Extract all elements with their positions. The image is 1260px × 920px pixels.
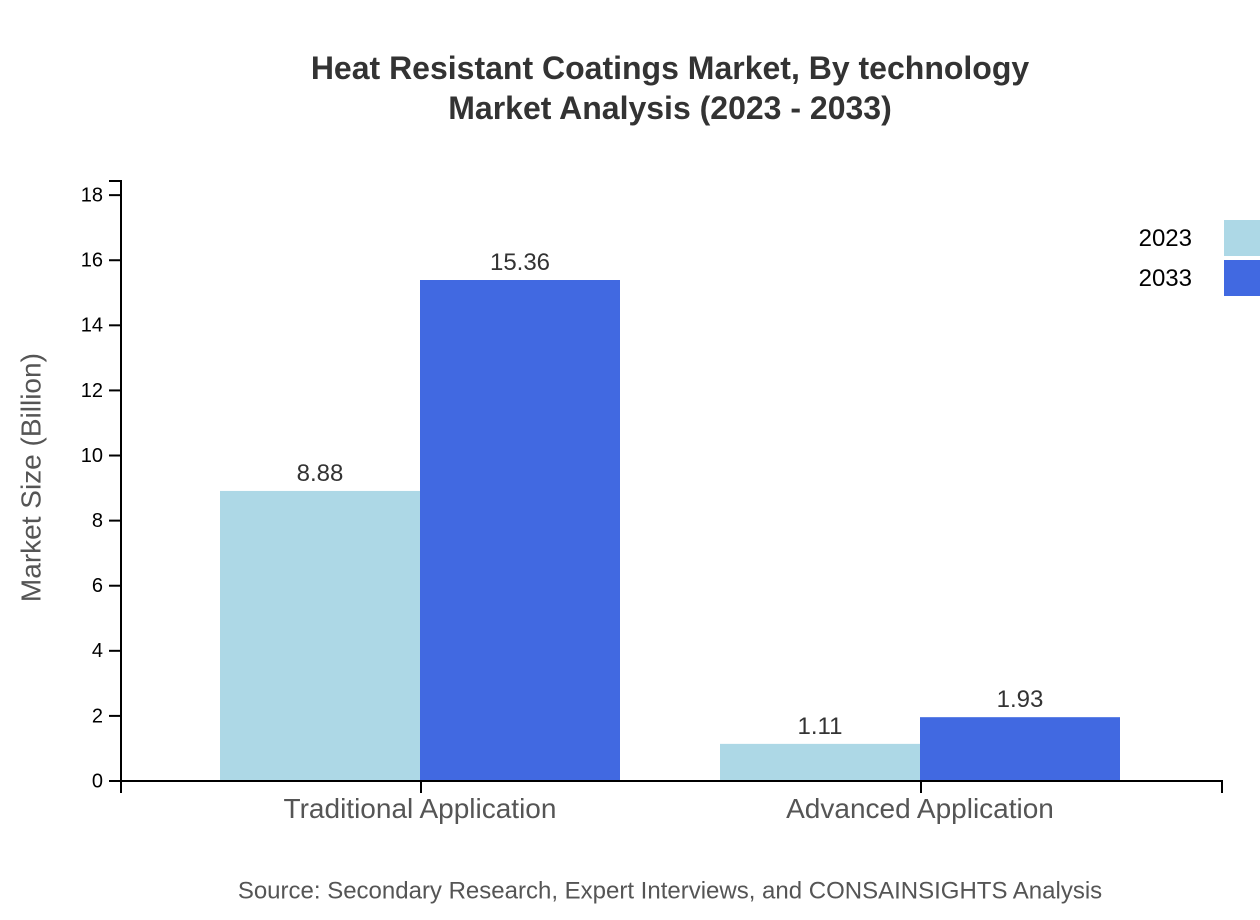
svg-text:Market Size (Billion): Market Size (Billion) bbox=[15, 353, 46, 602]
svg-text:16: 16 bbox=[81, 250, 103, 272]
svg-text:6: 6 bbox=[92, 575, 103, 597]
svg-text:8.88: 8.88 bbox=[297, 460, 344, 487]
svg-text:Traditional Application: Traditional Application bbox=[284, 793, 557, 824]
svg-text:15.36: 15.36 bbox=[490, 249, 550, 276]
svg-text:8: 8 bbox=[92, 510, 103, 532]
svg-text:14: 14 bbox=[81, 315, 103, 337]
svg-text:2033: 2033 bbox=[1139, 265, 1192, 292]
svg-text:4: 4 bbox=[92, 640, 103, 662]
svg-text:18: 18 bbox=[81, 185, 103, 207]
svg-text:2023: 2023 bbox=[1139, 225, 1192, 252]
svg-text:0: 0 bbox=[92, 770, 103, 792]
svg-text:1.93: 1.93 bbox=[997, 686, 1044, 713]
svg-text:1.11: 1.11 bbox=[798, 713, 843, 740]
svg-text:Source: Secondary Research, Ex: Source: Secondary Research, Expert Inter… bbox=[238, 877, 1102, 904]
svg-text:2: 2 bbox=[92, 705, 103, 727]
svg-text:Heat Resistant Coatings Market: Heat Resistant Coatings Market, By techn… bbox=[311, 50, 1030, 86]
svg-text:10: 10 bbox=[81, 445, 103, 467]
svg-text:Advanced Application: Advanced Application bbox=[786, 793, 1054, 824]
svg-text:12: 12 bbox=[81, 380, 103, 402]
svg-text:Market Analysis (2023 - 2033): Market Analysis (2023 - 2033) bbox=[448, 90, 892, 126]
